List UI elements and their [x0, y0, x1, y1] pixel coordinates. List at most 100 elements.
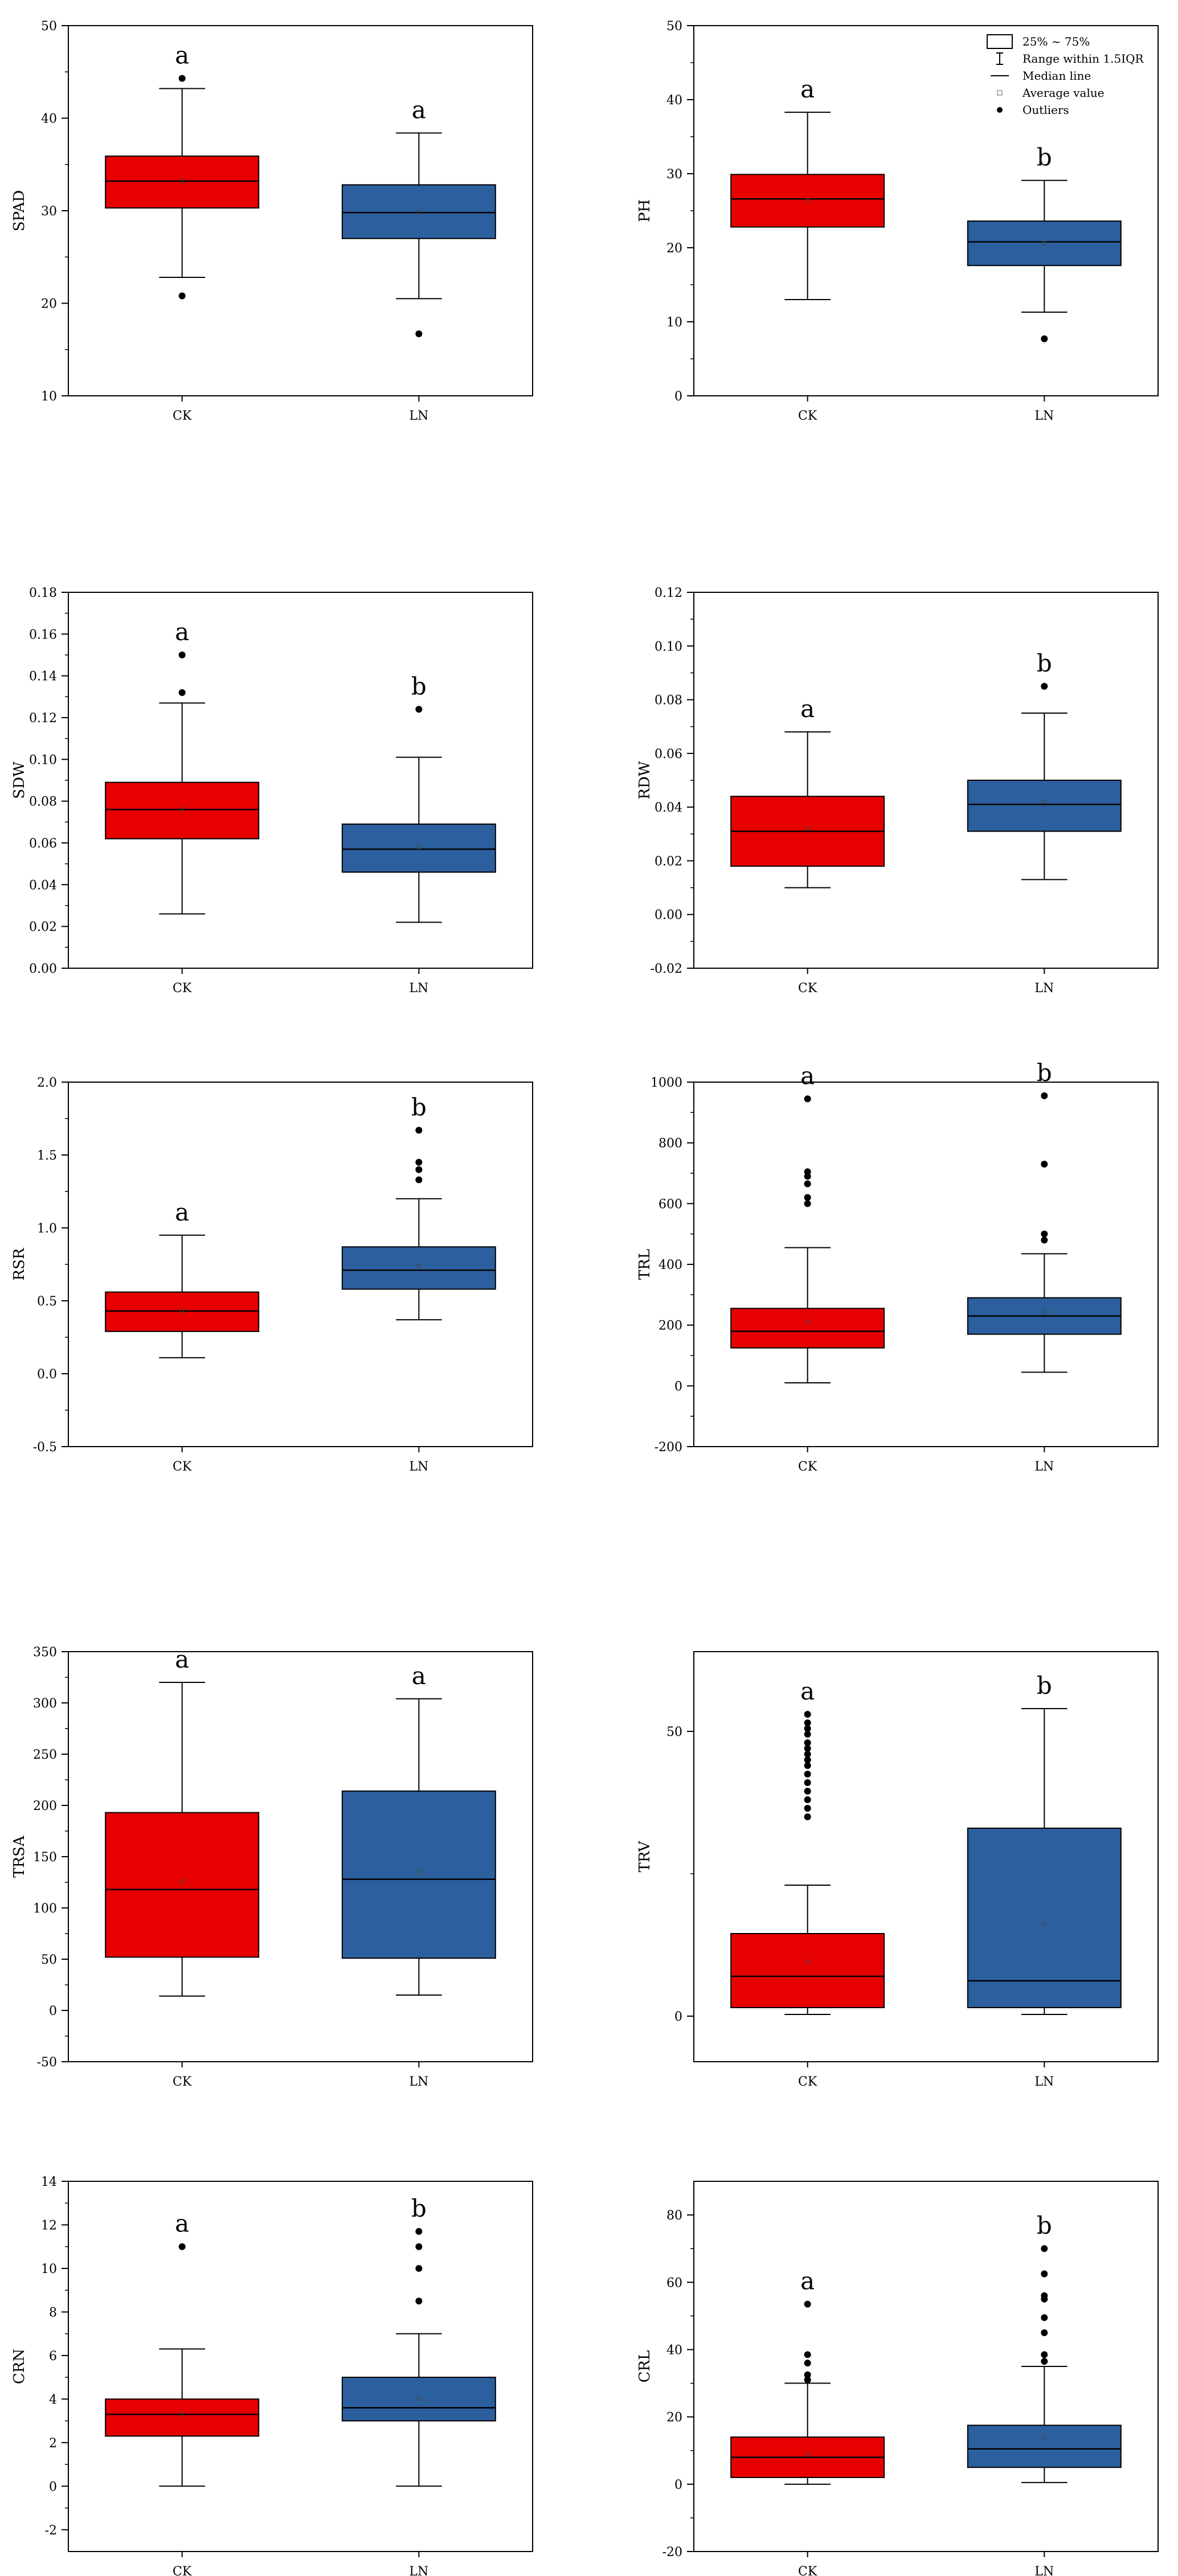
x-tick-label: LN — [1034, 409, 1054, 423]
x-tick-label: CK — [173, 409, 192, 423]
y-tick-label: 80 — [666, 2209, 682, 2223]
y-tick-label: 600 — [658, 1197, 682, 1211]
outlier-point — [178, 652, 186, 658]
outlier-point — [804, 1711, 811, 1718]
x-tick-label: CK — [173, 2075, 192, 2089]
outlier-point — [1041, 2245, 1048, 2253]
plot-frame — [68, 2181, 533, 2552]
box-ln: LN a — [341, 1662, 496, 2089]
y-tick-label: -2 — [45, 2524, 57, 2538]
y-tick-label: 20 — [41, 297, 57, 312]
outlier-point — [415, 2297, 423, 2305]
y-tick-label: 0.12 — [29, 711, 57, 726]
iqr-box — [730, 1933, 885, 2008]
legend-label: Outliers — [1022, 103, 1069, 117]
outlier-point — [1041, 2358, 1048, 2365]
y-tick-label: 14 — [41, 2175, 57, 2189]
y-tick-label: 350 — [33, 1645, 57, 1660]
chart-panel-crl: -20 0 20 40 60 80 CRL CK a LN b — [636, 2181, 1159, 2576]
significance-letter: a — [800, 75, 815, 103]
x-tick-label: LN — [409, 981, 428, 996]
y-tick-label: 12 — [41, 2218, 57, 2233]
box-ln: LN b — [967, 1059, 1122, 1474]
mean-marker — [416, 210, 421, 214]
x-tick-label: CK — [798, 2565, 817, 2576]
x-tick-label: LN — [409, 2565, 428, 2576]
y-tick-label: -50 — [37, 2055, 57, 2070]
legend-outlier-swatch — [997, 107, 1003, 113]
iqr-box — [341, 1246, 496, 1290]
y-tick-label: 0.06 — [29, 837, 57, 851]
outlier-point — [804, 1771, 811, 1778]
y-tick-label: 20 — [666, 2411, 682, 2425]
iqr-box — [105, 1291, 260, 1332]
y-tick-label: 40 — [41, 112, 57, 126]
outlier-point — [1041, 2270, 1048, 2278]
y-tick-label: 0.12 — [655, 586, 682, 600]
y-tick-label: 2.0 — [37, 1076, 57, 1090]
y-tick-label: -0.5 — [33, 1440, 57, 1455]
iqr-box — [105, 155, 260, 209]
box-ck: CK a — [105, 42, 260, 423]
mean-marker — [805, 198, 810, 203]
significance-letter: a — [175, 1645, 189, 1673]
outlier-point — [804, 1725, 811, 1732]
legend: 25% ~ 75% Range within 1.5IQR Median line A… — [987, 34, 1144, 117]
y-tick-label: 10 — [41, 2262, 57, 2276]
outlier-point — [804, 1756, 811, 1763]
y-tick-label: 0.00 — [655, 908, 682, 923]
outlier-point — [804, 1796, 811, 1803]
x-tick-label: CK — [798, 409, 817, 423]
significance-letter: b — [1037, 2211, 1052, 2239]
legend-label: Median line — [1022, 69, 1091, 83]
legend-mean-swatch — [997, 90, 1003, 96]
x-tick-label: LN — [1034, 2565, 1054, 2576]
plot-frame — [693, 1082, 1159, 1447]
x-tick-label: CK — [798, 1460, 817, 1474]
iqr-box — [105, 1812, 260, 1958]
x-tick-label: LN — [409, 409, 428, 423]
outlier-point — [804, 2376, 811, 2383]
y-tick-label: -20 — [662, 2545, 682, 2559]
iqr-box — [967, 220, 1122, 267]
y-tick-label: 0 — [49, 2480, 57, 2494]
y-axis-label: TRL — [636, 1249, 653, 1280]
significance-letter: b — [1037, 1672, 1052, 1699]
iqr-box — [341, 184, 496, 239]
y-tick-label: 400 — [658, 1258, 682, 1272]
outlier-point — [415, 2243, 423, 2250]
outlier-point — [804, 1745, 811, 1752]
y-tick-label: 2 — [49, 2436, 57, 2451]
y-tick-label: 10 — [666, 316, 682, 330]
y-tick-label: -200 — [655, 1440, 682, 1455]
box-ck: CK a — [105, 618, 260, 996]
y-tick-label: 30 — [666, 167, 682, 182]
y-tick-label: 300 — [33, 1697, 57, 1711]
chart-panel-sdw: 0.00 0.02 0.04 0.06 0.08 0.10 0.12 0.14 0.16 0.18… — [11, 586, 533, 996]
mean-marker — [1042, 1309, 1046, 1314]
outlier-point — [804, 1095, 811, 1103]
y-tick-label: 0 — [674, 1379, 682, 1394]
y-tick-label: 40 — [666, 93, 682, 108]
mean-marker — [805, 826, 810, 831]
y-tick-label: 1000 — [651, 1076, 682, 1090]
box-ln: LN b — [341, 1093, 496, 1474]
box-ck: CK a — [730, 75, 885, 423]
outlier-point — [415, 2264, 423, 2272]
plot-frame — [693, 1651, 1159, 2062]
y-axis-label: SPAD — [11, 190, 28, 232]
mean-marker — [416, 1264, 421, 1268]
y-axis-label: SDW — [11, 761, 28, 799]
y-tick-label: 0.10 — [655, 640, 682, 654]
x-tick-label: LN — [1034, 1460, 1054, 1474]
y-axis-label: RDW — [636, 761, 653, 799]
outlier-point — [804, 1200, 811, 1207]
y-tick-label: 0.00 — [29, 962, 57, 976]
outlier-point — [804, 1180, 811, 1187]
iqr-box — [967, 1828, 1122, 2008]
box-ln: LN b — [967, 1672, 1122, 2089]
y-tick-label: 200 — [658, 1319, 682, 1333]
iqr-box — [105, 781, 260, 839]
y-tick-label: 50 — [41, 19, 57, 34]
y-tick-label: 1.0 — [37, 1222, 57, 1236]
